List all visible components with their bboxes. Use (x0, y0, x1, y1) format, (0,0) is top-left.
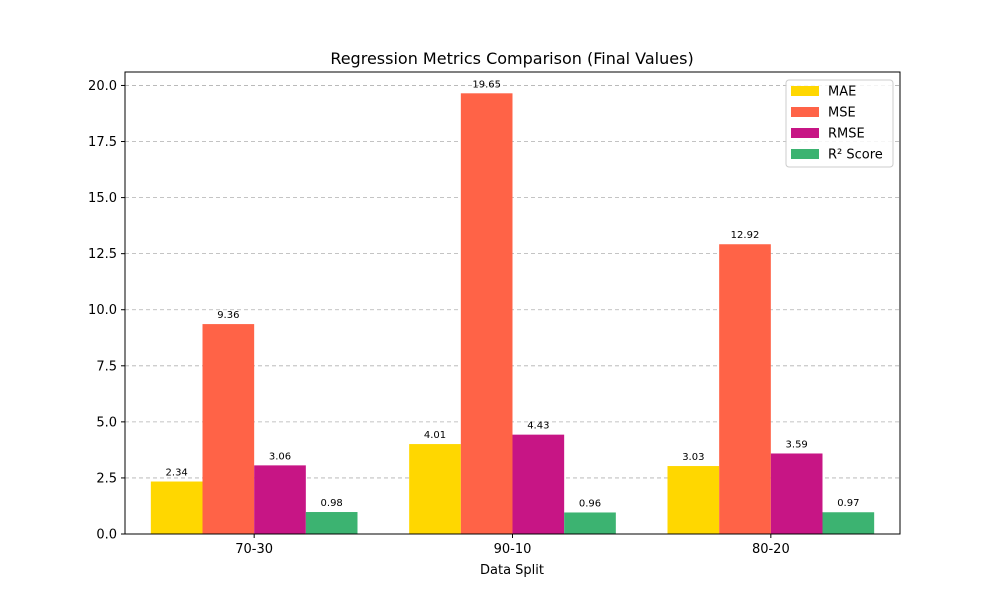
bar-value-label: 3.06 (269, 451, 291, 462)
chart-title: Regression Metrics Comparison (Final Val… (330, 49, 693, 68)
bar-r-score-90-10 (564, 512, 616, 534)
y-axis: 0.0 2.5 5.0 7.5 10.0 12.5 15.0 17.5 20.0 (88, 79, 125, 543)
y-tick-label: 15.0 (88, 191, 117, 206)
bar-value-label: 3.03 (682, 452, 704, 463)
y-tick-label: 12.5 (88, 247, 117, 262)
bar-value-label: 2.34 (166, 468, 188, 479)
x-tick-label: 90-10 (494, 542, 532, 557)
y-tick-label: 7.5 (96, 359, 117, 374)
legend-swatch (791, 149, 819, 159)
legend-label: MSE (828, 106, 856, 121)
bar-value-label: 0.96 (579, 498, 601, 509)
value-labels: 2.34 4.01 3.03 9.36 19.65 12.92 3.06 4.43 3.59 0.… (166, 79, 860, 509)
bar-mae-90-10 (409, 444, 461, 534)
legend-label: RMSE (828, 127, 865, 142)
y-tick-label: 20.0 (88, 79, 117, 94)
y-tick-label: 17.5 (88, 135, 117, 150)
bar-value-label: 4.01 (424, 430, 446, 441)
y-tick-label: 0.0 (96, 528, 117, 543)
x-tick-label: 80-20 (752, 542, 790, 557)
bar-value-label: 19.65 (472, 79, 501, 90)
bar-value-label: 0.97 (837, 498, 859, 509)
x-axis-label: Data Split (480, 563, 544, 578)
bar-value-label: 3.59 (786, 439, 808, 450)
x-tick-label: 70-30 (235, 542, 273, 557)
legend-box (785, 79, 894, 168)
legend: MAE MSE RMSE R² Score (785, 79, 894, 168)
bar-value-label: 4.43 (527, 421, 549, 432)
bar-mae-70-30 (150, 481, 203, 534)
bars (150, 93, 875, 535)
bar-rmse-90-10 (512, 434, 565, 534)
y-tick-label: 5.0 (96, 415, 117, 430)
bar-r-score-70-30 (305, 512, 358, 534)
bar-value-label: 0.98 (321, 498, 343, 509)
legend-label: MAE (828, 85, 856, 100)
legend-swatch (791, 86, 819, 96)
bar-value-label: 12.92 (731, 230, 760, 241)
bar-r-score-80-20 (822, 512, 875, 534)
y-tick-label: 2.5 (96, 471, 117, 486)
y-tick-label: 10.0 (88, 303, 117, 318)
bar-mse-70-30 (202, 324, 255, 534)
bar-value-label: 9.36 (217, 310, 239, 321)
bar-mse-80-20 (719, 244, 771, 534)
legend-swatch (791, 107, 819, 117)
bar-mse-90-10 (460, 93, 513, 535)
legend-label: R² Score (828, 148, 883, 163)
legend-swatch (791, 128, 819, 138)
x-axis: 70-30 90-10 80-20 (235, 534, 790, 557)
bar-rmse-70-30 (254, 465, 306, 534)
bar-mae-80-20 (667, 466, 720, 534)
bar-rmse-80-20 (770, 453, 823, 534)
